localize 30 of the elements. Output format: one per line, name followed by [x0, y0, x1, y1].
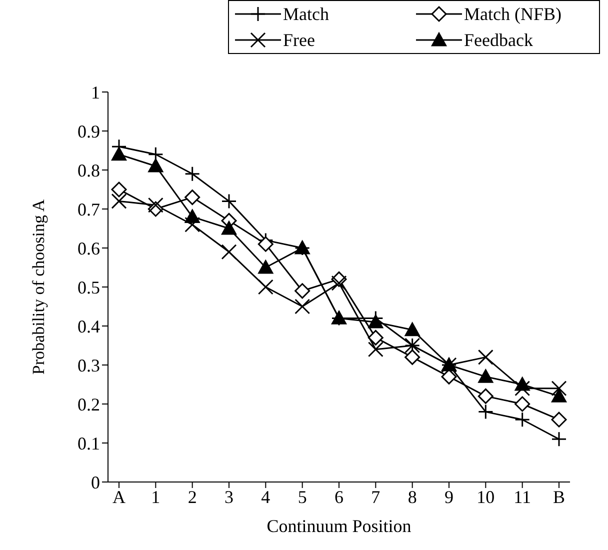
y-tick-label: 0.1: [78, 433, 100, 454]
legend-label: Match (NFB): [464, 4, 562, 24]
x-tick-label: 3: [224, 486, 234, 507]
x-tick-label: 5: [298, 486, 307, 507]
y-tick-label: 0.5: [78, 277, 100, 298]
y-tick-label: 0.6: [78, 238, 100, 258]
y-tick-label: 0: [91, 472, 100, 492]
x-tick-label: 4: [261, 486, 270, 507]
legend-label: Free: [283, 30, 315, 50]
x-tick-label: 11: [514, 486, 532, 507]
x-tick-label: 9: [444, 486, 454, 507]
x-tick-label: 8: [408, 486, 417, 507]
x-axis-title: Continuum Position: [266, 516, 412, 536]
x-tick-label: 1: [151, 486, 160, 507]
y-tick-label: 0.2: [78, 394, 100, 414]
y-tick-label: 0.7: [78, 199, 100, 220]
x-tick-label: A: [112, 486, 126, 507]
y-tick-label: 0.3: [78, 355, 100, 376]
y-tick-label: 0.8: [78, 160, 100, 180]
y-tick-label: 0.9: [78, 121, 100, 142]
x-tick-label: 2: [188, 486, 197, 507]
y-tick-label: 0.4: [78, 316, 100, 336]
x-tick-label: 7: [371, 486, 380, 507]
x-tick-label: 6: [334, 486, 344, 507]
y-tick-label: 1: [91, 82, 100, 102]
legend-label: Feedback: [464, 30, 533, 50]
y-axis-title: Probability of choosing A: [29, 198, 48, 375]
x-tick-label: B: [552, 486, 566, 507]
x-tick-label: 10: [476, 486, 495, 507]
legend-label: Match: [283, 4, 329, 24]
